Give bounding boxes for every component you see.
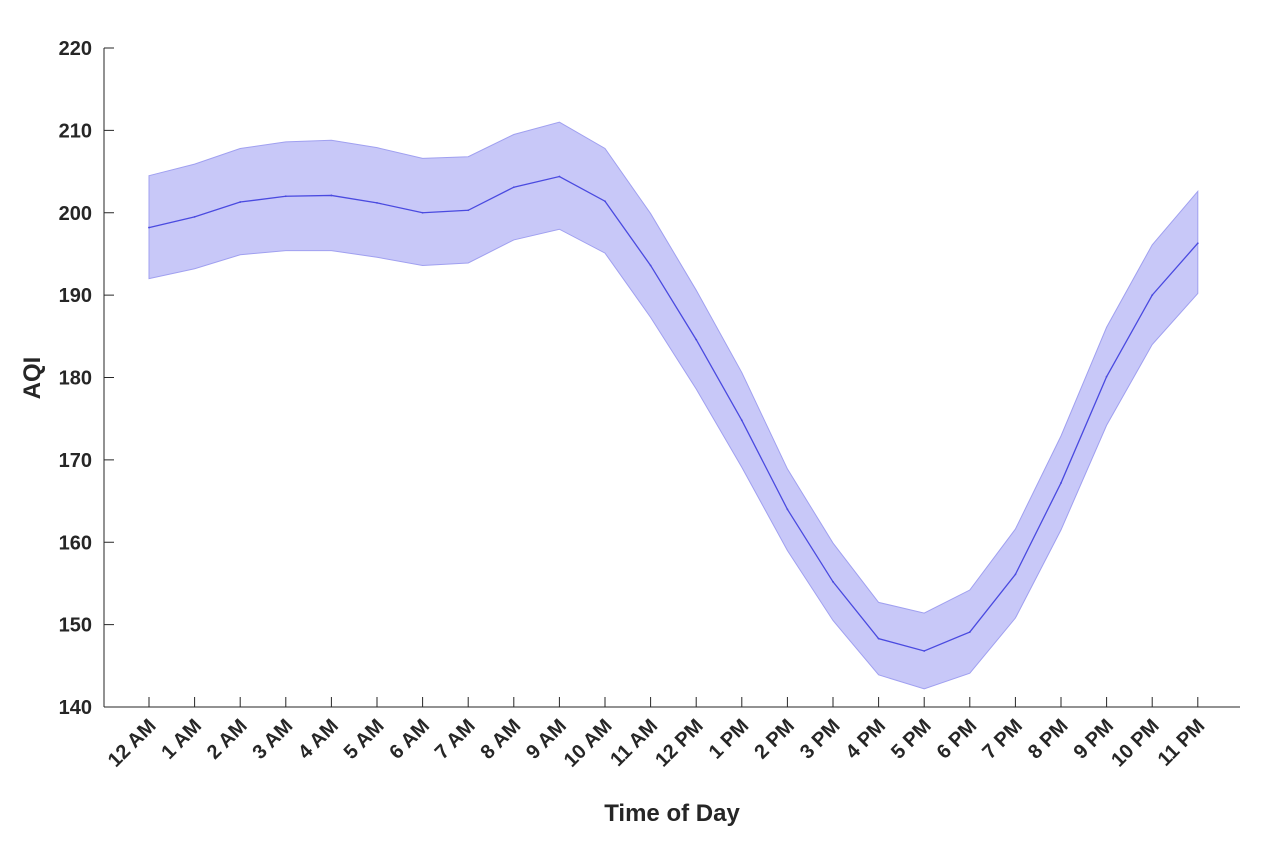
x-axis-ticks: 12 AM1 AM2 AM3 AM4 AM5 AM6 AM7 AM8 AM9 A… [104, 697, 1209, 772]
x-tick-label: 5 PM [887, 715, 936, 764]
mean-aqi-point [1060, 482, 1062, 484]
confidence-band-layer [148, 121, 1199, 690]
mean-aqi-point [376, 201, 378, 204]
mean-aqi-point [786, 508, 789, 511]
x-tick-label: 11 AM [606, 715, 662, 771]
y-tick-label: 210 [59, 120, 92, 142]
mean-aqi-point [877, 637, 880, 640]
y-tick-label: 160 [59, 532, 92, 554]
mean-aqi-point [832, 580, 834, 583]
y-tick-label: 200 [59, 203, 92, 225]
y-tick-label: 140 [59, 697, 92, 719]
x-tick-label: 7 PM [978, 715, 1027, 764]
mean-line-layer [148, 175, 1199, 652]
x-tick-label: 11 PM [1154, 715, 1210, 771]
mean-aqi-point [558, 175, 561, 178]
y-axis-ticks: 140 150 160 170 180 190 200 210 220 [59, 38, 114, 719]
confidence-band [148, 121, 1199, 690]
x-tick-label: 4 AM [294, 715, 343, 764]
x-tick-label: 6 PM [933, 715, 982, 764]
mean-aqi-point [421, 211, 424, 214]
y-axis-title: AQI [19, 357, 46, 400]
y-tick-label: 220 [59, 38, 92, 60]
x-tick-label: 12 AM [104, 715, 161, 772]
y-tick-label: 170 [59, 450, 92, 472]
x-tick-label: 5 AM [340, 715, 389, 764]
mean-aqi-point [193, 215, 196, 218]
mean-aqi-point [1151, 294, 1154, 297]
mean-aqi-point [1196, 242, 1199, 245]
mean-aqi-point [148, 226, 150, 229]
mean-aqi-point [740, 419, 743, 422]
x-tick-label: 4 PM [842, 715, 891, 764]
x-tick-label: 6 AM [385, 715, 434, 764]
x-tick-label: 7 AM [431, 715, 480, 764]
x-tick-label: 2 AM [203, 715, 252, 764]
mean-aqi-point [239, 201, 242, 203]
mean-aqi-point [330, 194, 333, 197]
x-axis-title: Time of Day [604, 800, 740, 827]
mean-aqi-point [923, 650, 926, 652]
x-tick-label: 1 PM [705, 715, 754, 764]
mean-aqi-point [649, 264, 652, 267]
y-tick-label: 190 [59, 285, 92, 307]
x-tick-label: 10 PM [1107, 715, 1163, 771]
x-tick-label: 8 PM [1024, 715, 1073, 764]
x-tick-label: 3 AM [249, 715, 298, 764]
mean-aqi-point [1014, 573, 1017, 576]
x-tick-label: 2 PM [750, 715, 799, 764]
x-tick-label: 10 AM [560, 715, 617, 772]
y-tick-label: 180 [59, 368, 92, 390]
x-tick-label: 3 PM [796, 715, 845, 764]
mean-aqi-line [148, 175, 1199, 652]
mean-aqi-point [968, 631, 971, 633]
mean-aqi-point [1105, 375, 1108, 378]
x-tick-label: 8 AM [477, 715, 526, 764]
mean-aqi-point [512, 186, 515, 189]
x-tick-label: 12 PM [651, 715, 707, 771]
y-tick-label: 150 [59, 615, 92, 637]
mean-aqi-point [284, 195, 287, 198]
mean-aqi-point [467, 209, 470, 212]
mean-aqi-point [604, 200, 606, 203]
mean-aqi-point [695, 338, 698, 341]
x-tick-label: 1 AM [157, 715, 206, 764]
